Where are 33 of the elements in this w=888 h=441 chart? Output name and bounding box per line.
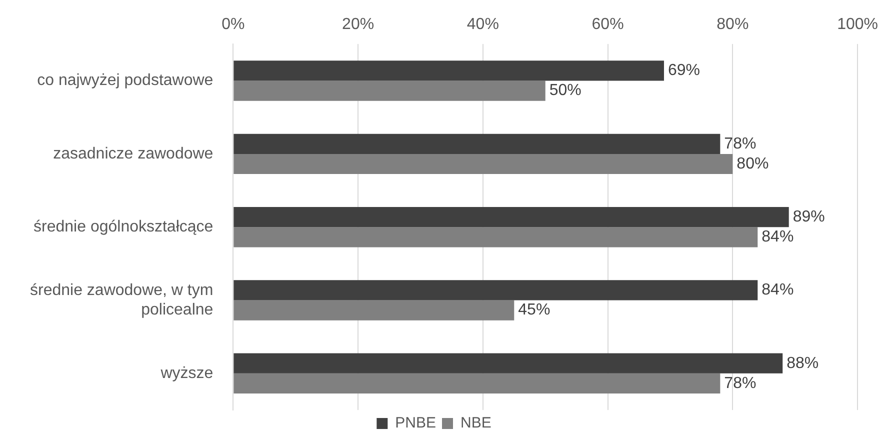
data-label: 84%: [762, 228, 794, 246]
y-tick-label: zasadnicze zawodowe: [53, 145, 214, 162]
y-tick-label: co najwyżej podstawowe: [37, 72, 214, 90]
y-tick-label: średnie zawodowe, w tym policealne: [30, 282, 214, 318]
legend-label: NBE: [460, 414, 492, 432]
bar: [234, 80, 546, 101]
data-label: 88%: [786, 354, 819, 372]
data-label: 45%: [518, 302, 550, 319]
bar: [234, 280, 758, 300]
bar: [234, 373, 720, 394]
x-tick-label: 40%: [466, 16, 499, 34]
data-label: 78%: [724, 374, 756, 392]
data-label: 80%: [736, 155, 769, 172]
x-tick-label: 60%: [592, 16, 624, 34]
data-label: 78%: [724, 135, 756, 152]
bar: [234, 227, 758, 248]
x-tick-label: 100%: [837, 16, 878, 34]
bar: [234, 154, 733, 174]
bar: [234, 206, 789, 228]
x-tick-label: 20%: [342, 16, 374, 34]
y-tick-label: średnie ogólnokształcące: [34, 218, 214, 236]
data-label: 50%: [549, 82, 582, 100]
data-label: 69%: [668, 62, 700, 80]
x-tick-label: 80%: [716, 16, 749, 34]
bar: [234, 134, 720, 154]
y-tick-label: wyższe: [160, 364, 214, 382]
x-tick-label: 0%: [222, 16, 245, 34]
data-label: 89%: [792, 208, 825, 226]
data-label: 84%: [762, 282, 794, 299]
legend-label: PNBE: [395, 414, 436, 432]
bar: [234, 60, 664, 81]
bar: [234, 353, 783, 374]
bar: [234, 300, 514, 320]
